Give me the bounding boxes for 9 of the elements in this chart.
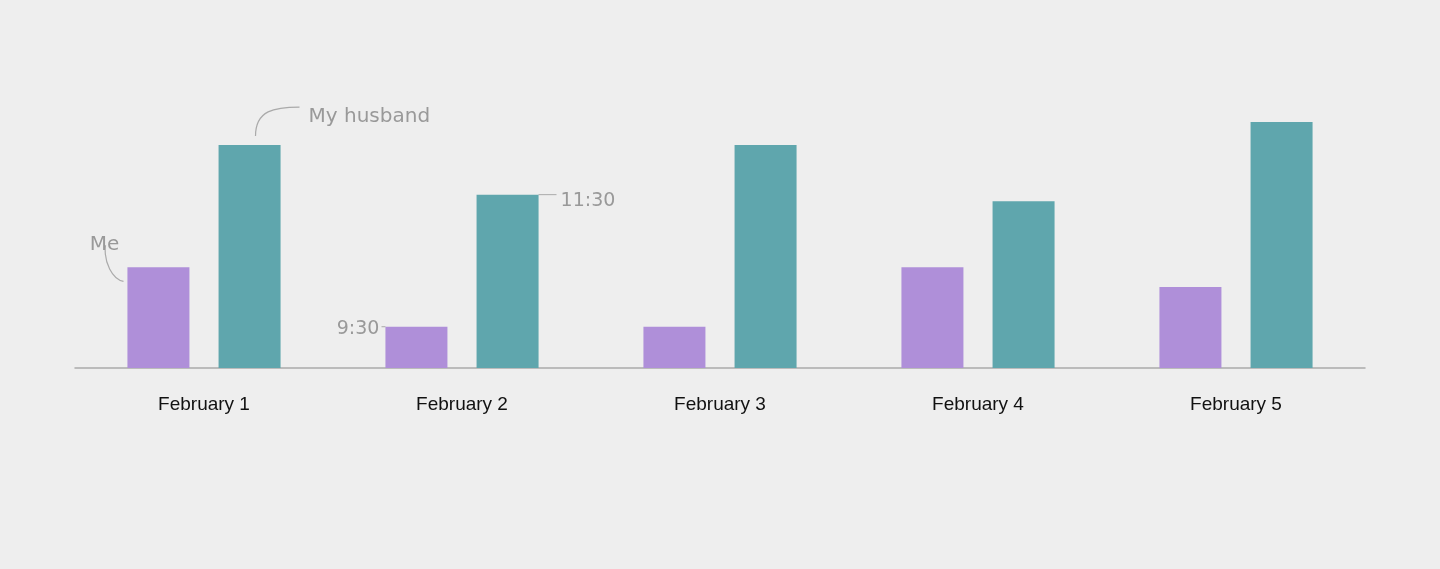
series-label: Me [89,231,120,256]
x-tick-label: February 2 [416,393,508,414]
x-tick-label: February 1 [158,393,250,414]
data-label: 9:30 [336,315,380,338]
x-tick-label: February 4 [932,393,1025,414]
series-label: My husband [308,103,431,128]
data-label: 11:30 [560,187,616,210]
x-tick-label: February 5 [1190,393,1282,414]
x-tick-label: February 3 [674,393,766,414]
